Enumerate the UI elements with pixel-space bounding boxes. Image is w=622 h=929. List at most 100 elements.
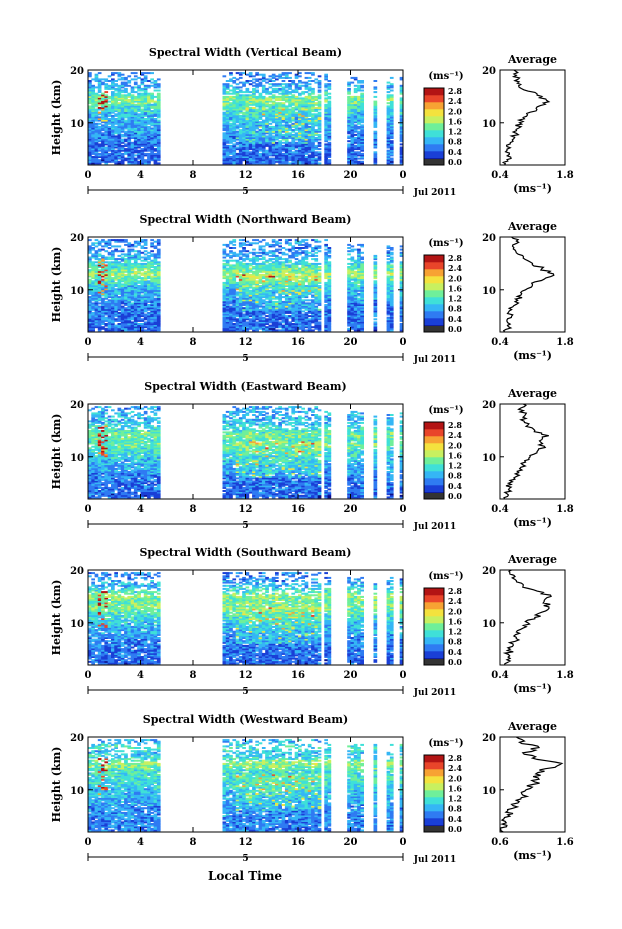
heatmap-cell: [91, 152, 95, 155]
heatmap-cell: [281, 102, 286, 105]
heatmap-cell: [107, 110, 112, 113]
heatmap-cell: [147, 280, 151, 283]
heatmap-cell: [114, 135, 118, 138]
heatmap-cell: [117, 239, 122, 242]
heatmap-cell: [281, 152, 286, 155]
heatmap-cell: [91, 149, 95, 152]
heatmap-cell: [104, 83, 109, 86]
heatmap-cell: [353, 76, 358, 79]
heatmap-cell: [147, 92, 151, 95]
heatmap-cell: [258, 245, 263, 248]
heatmap-cell: [258, 92, 263, 95]
heatmap-cell: [288, 132, 292, 135]
heatmap-cell: [104, 111, 109, 114]
heatmap-cell: [88, 137, 92, 139]
heatmap-cell: [222, 243, 227, 246]
heatmap-cell: [97, 144, 102, 147]
heatmap-cell: [265, 315, 269, 318]
heatmap-cell: [91, 140, 95, 143]
heatmap-cell: [229, 72, 233, 75]
heatmap-cell: [150, 72, 154, 75]
heatmap-cell: [120, 89, 125, 92]
heatmap-cell: [97, 99, 102, 101]
heatmap-cell: [255, 321, 259, 324]
heatmap-cell: [153, 245, 158, 248]
heatmap-cell: [281, 83, 286, 86]
heatmap-cell: [107, 127, 112, 130]
colorbar-segment: [424, 144, 444, 152]
heatmap-cell: [107, 239, 112, 242]
heatmap-cell: [150, 110, 154, 113]
heatmap-cell: [271, 258, 276, 261]
heatmap-cell: [229, 259, 233, 262]
heatmap-cell: [104, 154, 109, 157]
heatmap-cell: [143, 313, 148, 316]
heatmap-cell: [88, 132, 92, 135]
profile-x-label: (ms⁻¹): [513, 182, 552, 195]
heatmap-cell: [225, 80, 230, 82]
heatmap-cell: [137, 275, 141, 278]
heatmap-cell: [373, 91, 378, 94]
heatmap-cell: [107, 97, 112, 100]
heatmap-cell: [304, 156, 309, 158]
heatmap-cell: [101, 83, 105, 86]
heatmap-cell: [275, 254, 279, 257]
heatmap-cell: [238, 239, 243, 242]
heatmap-cell: [133, 78, 138, 81]
heatmap-cell: [156, 162, 161, 165]
heatmap-cell: [88, 94, 92, 97]
heatmap-cell: [294, 132, 299, 135]
heatmap-cell: [317, 148, 322, 151]
heatmap-cell: [357, 130, 361, 133]
heatmap-cell: [143, 75, 148, 78]
heatmap-cell: [114, 72, 118, 75]
heatmap-cell: [88, 127, 92, 130]
heatmap-cell: [104, 141, 109, 144]
heatmap-cell: [107, 299, 112, 302]
heatmap-cell: [235, 141, 240, 144]
heatmap-cell: [88, 110, 92, 113]
heatmap-cell: [271, 261, 276, 264]
heatmap-cell: [360, 89, 364, 92]
heatmap-cell: [275, 240, 279, 243]
heatmap-cell: [288, 124, 292, 127]
heatmap-cell: [304, 95, 309, 98]
heatmap-cell: [88, 95, 92, 98]
heatmap-cell: [288, 95, 292, 98]
heatmap-cell: [275, 83, 279, 86]
heatmap-cell: [104, 102, 109, 105]
heatmap-cell: [111, 160, 115, 163]
heatmap-cell: [143, 152, 148, 155]
heatmap-cell: [137, 250, 141, 253]
heatmap-cell: [101, 105, 105, 108]
heatmap-cell: [137, 280, 141, 283]
heatmap-cell: [124, 273, 128, 276]
heatmap-cell: [373, 130, 378, 133]
heatmap-cell: [88, 162, 92, 165]
colorbar-segment: [424, 102, 444, 110]
heatmap-cell: [111, 108, 115, 111]
heatmap-cell: [88, 84, 92, 87]
heatmap-cell: [235, 297, 240, 300]
heatmap-cell: [255, 72, 259, 75]
heatmap-cell: [238, 129, 243, 132]
heatmap-cell: [120, 133, 125, 136]
heatmap-cell: [147, 254, 151, 257]
heatmap-cell: [268, 78, 273, 81]
heatmap-cell: [268, 289, 273, 292]
heatmap-cell: [229, 102, 233, 105]
heatmap-cell: [140, 259, 145, 262]
heatmap-cell: [88, 148, 92, 151]
heatmap-cell: [238, 81, 243, 84]
heatmap-cell: [373, 151, 378, 154]
heatmap-cell: [91, 113, 95, 116]
heatmap-cell: [347, 95, 351, 98]
heatmap-cell: [235, 152, 240, 155]
heatmap-cell: [140, 92, 145, 95]
heatmap-cell: [104, 152, 109, 155]
heatmap-cell: [104, 99, 109, 101]
heatmap-cell: [94, 152, 99, 155]
heatmap-cell: [147, 72, 151, 75]
heatmap-cell: [307, 83, 312, 86]
heatmap-cell: [258, 81, 263, 84]
